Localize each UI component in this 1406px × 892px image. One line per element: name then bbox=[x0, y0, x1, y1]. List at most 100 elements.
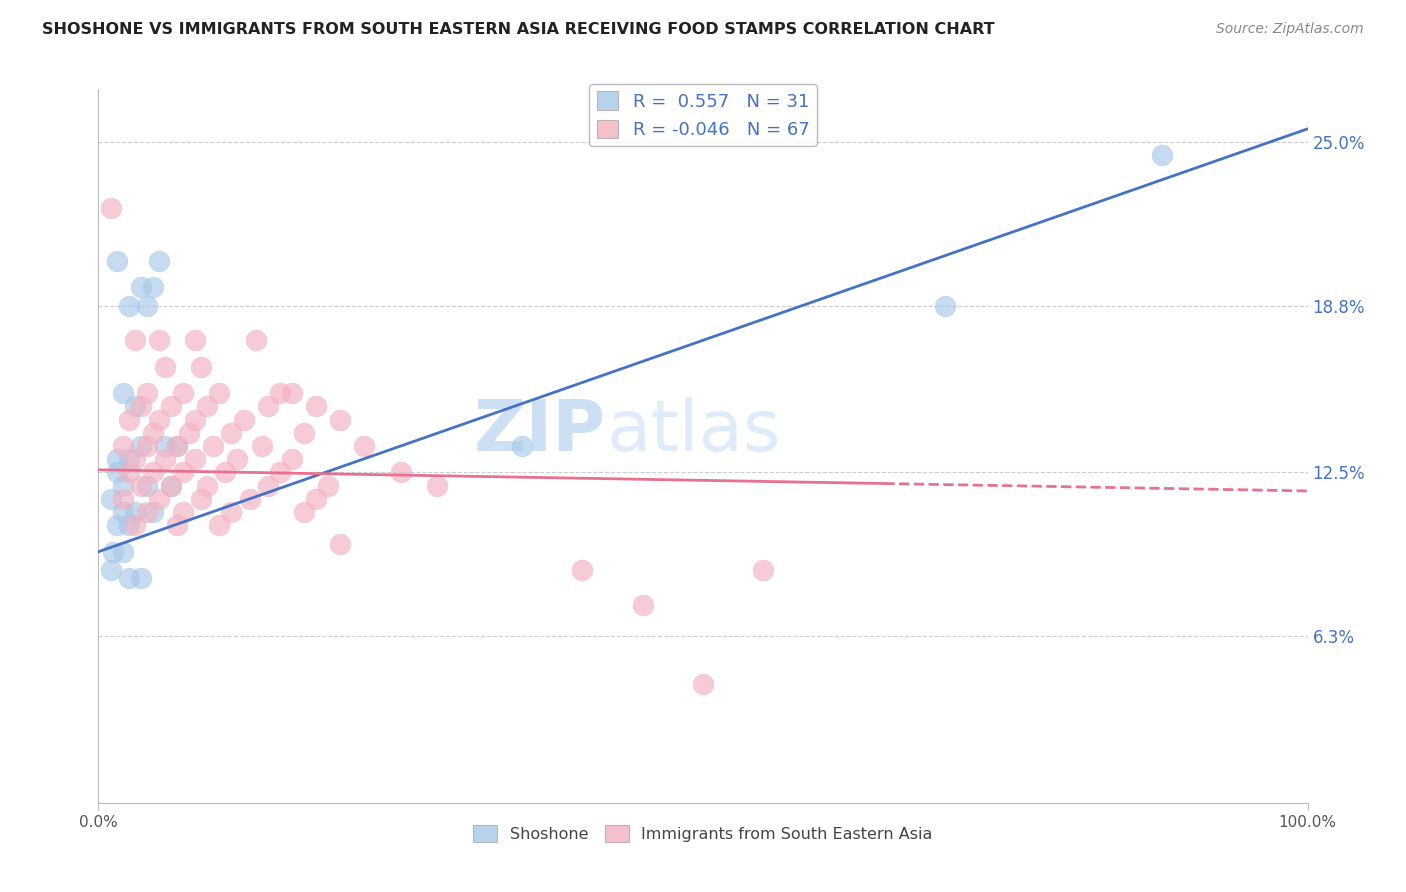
Point bbox=[571, 563, 593, 577]
Point bbox=[221, 425, 243, 440]
Point bbox=[129, 571, 152, 585]
Point bbox=[153, 439, 176, 453]
Text: SHOSHONE VS IMMIGRANTS FROM SOUTH EASTERN ASIA RECEIVING FOOD STAMPS CORRELATION: SHOSHONE VS IMMIGRANTS FROM SOUTH EASTER… bbox=[42, 22, 995, 37]
Point bbox=[105, 254, 128, 268]
Point bbox=[100, 491, 122, 506]
Point bbox=[239, 491, 262, 506]
Point bbox=[129, 478, 152, 492]
Point bbox=[111, 491, 134, 506]
Point bbox=[269, 466, 291, 480]
Point bbox=[184, 452, 207, 467]
Point bbox=[281, 386, 304, 401]
Point bbox=[118, 466, 141, 480]
Point bbox=[179, 425, 201, 440]
Point bbox=[232, 412, 254, 426]
Point bbox=[166, 518, 188, 533]
Point bbox=[124, 333, 146, 347]
Point bbox=[631, 598, 654, 612]
Point bbox=[160, 400, 183, 414]
Point bbox=[124, 505, 146, 519]
Point bbox=[752, 563, 775, 577]
Point bbox=[135, 478, 157, 492]
Point bbox=[190, 359, 212, 374]
Point bbox=[329, 537, 352, 551]
Point bbox=[111, 386, 134, 401]
Point bbox=[316, 478, 339, 492]
Point bbox=[160, 478, 183, 492]
Point bbox=[118, 518, 141, 533]
Point bbox=[135, 386, 157, 401]
Point bbox=[148, 333, 170, 347]
Point bbox=[256, 478, 278, 492]
Point bbox=[153, 452, 176, 467]
Point bbox=[292, 425, 315, 440]
Point bbox=[118, 299, 141, 313]
Point bbox=[426, 478, 449, 492]
Point bbox=[250, 439, 273, 453]
Point bbox=[190, 491, 212, 506]
Point bbox=[292, 505, 315, 519]
Text: atlas: atlas bbox=[606, 397, 780, 467]
Text: Source: ZipAtlas.com: Source: ZipAtlas.com bbox=[1216, 22, 1364, 37]
Point bbox=[111, 478, 134, 492]
Point bbox=[129, 400, 152, 414]
Point bbox=[160, 478, 183, 492]
Point bbox=[329, 412, 352, 426]
Point bbox=[195, 400, 218, 414]
Point bbox=[172, 466, 194, 480]
Point bbox=[111, 439, 134, 453]
Point bbox=[172, 386, 194, 401]
Point bbox=[101, 545, 124, 559]
Point bbox=[153, 359, 176, 374]
Point bbox=[305, 400, 328, 414]
Point bbox=[184, 412, 207, 426]
Point bbox=[269, 386, 291, 401]
Point bbox=[118, 412, 141, 426]
Point bbox=[166, 439, 188, 453]
Point bbox=[142, 280, 165, 294]
Point bbox=[118, 452, 141, 467]
Point bbox=[100, 201, 122, 215]
Point bbox=[111, 545, 134, 559]
Point bbox=[142, 505, 165, 519]
Point bbox=[142, 466, 165, 480]
Point bbox=[166, 439, 188, 453]
Point bbox=[100, 563, 122, 577]
Point bbox=[118, 571, 141, 585]
Point bbox=[124, 452, 146, 467]
Point bbox=[208, 518, 231, 533]
Point bbox=[124, 400, 146, 414]
Point bbox=[129, 439, 152, 453]
Point bbox=[353, 439, 375, 453]
Point bbox=[208, 386, 231, 401]
Point bbox=[148, 412, 170, 426]
Point bbox=[510, 439, 533, 453]
Point bbox=[135, 505, 157, 519]
Point bbox=[214, 466, 236, 480]
Legend: Shoshone, Immigrants from South Eastern Asia: Shoshone, Immigrants from South Eastern … bbox=[467, 819, 939, 848]
Point bbox=[184, 333, 207, 347]
Point bbox=[692, 677, 714, 691]
Point bbox=[135, 299, 157, 313]
Point bbox=[124, 518, 146, 533]
Point bbox=[256, 400, 278, 414]
Point bbox=[389, 466, 412, 480]
Point bbox=[135, 439, 157, 453]
Point bbox=[281, 452, 304, 467]
Point bbox=[202, 439, 225, 453]
Point bbox=[195, 478, 218, 492]
Point bbox=[142, 425, 165, 440]
Text: ZIP: ZIP bbox=[474, 397, 606, 467]
Point bbox=[226, 452, 249, 467]
Point bbox=[105, 466, 128, 480]
Point bbox=[934, 299, 956, 313]
Point bbox=[148, 491, 170, 506]
Point bbox=[1152, 148, 1174, 162]
Point bbox=[245, 333, 267, 347]
Point bbox=[221, 505, 243, 519]
Point bbox=[148, 254, 170, 268]
Point bbox=[129, 280, 152, 294]
Point bbox=[305, 491, 328, 506]
Point bbox=[105, 518, 128, 533]
Point bbox=[172, 505, 194, 519]
